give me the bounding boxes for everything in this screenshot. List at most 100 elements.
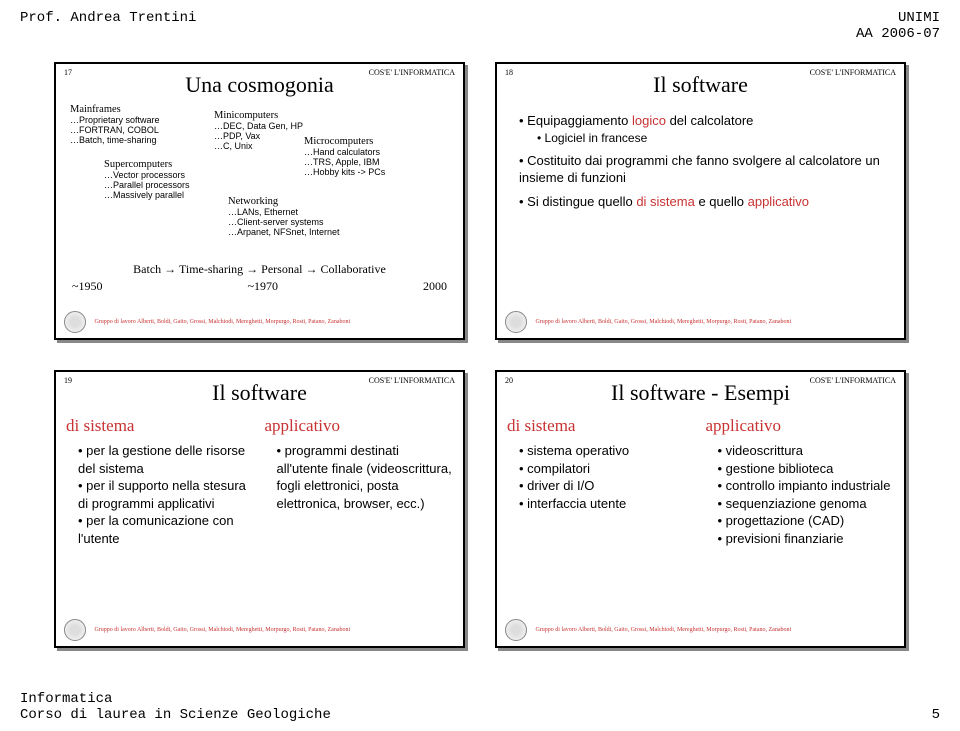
list-item: …Hand calculators <box>304 147 385 157</box>
list-item: …Massively parallel <box>104 190 190 200</box>
list-item: driver di I/O <box>519 477 696 495</box>
header-prof: Prof. Andrea Trentini <box>20 10 196 26</box>
list-item: …Batch, time-sharing <box>70 135 160 145</box>
list-item: videoscrittura <box>718 442 895 460</box>
list-item: Si distingue quello di sistema e quello … <box>519 193 894 211</box>
list-item: previsioni finanziarie <box>718 530 895 548</box>
text: Equipaggiamento <box>527 113 632 128</box>
credits: Gruppo di lavoro Alberti, Boldi, Gaito, … <box>94 627 350 633</box>
list-item: sequenziazione genoma <box>718 495 895 513</box>
list-item: …Arpanet, NFSnet, Internet <box>228 227 340 237</box>
header-year: AA 2006-07 <box>856 26 940 42</box>
slide-20: 20 COS'E' L'INFORMATICA Il software - Es… <box>495 370 906 648</box>
slide-number: 19 <box>64 376 72 385</box>
page-footer: Informatica Corso di laurea in Scienze G… <box>20 691 940 723</box>
list-item: programmi destinati all'utente finale (v… <box>277 442 454 512</box>
column-left: di sistema per la gestione delle risorse… <box>66 416 255 547</box>
list-item: per il supporto nella stesura di program… <box>78 477 255 512</box>
list-item: …Vector processors <box>104 170 190 180</box>
year-end: 2000 <box>423 279 447 294</box>
group-minicomputers: Minicomputers …DEC, Data Gen, HP …PDP, V… <box>214 110 303 151</box>
slide-footer: Gruppo di lavoro Alberti, Boldi, Gaito, … <box>505 619 896 641</box>
cosmogonia-diagram: Mainframes …Proprietary software …FORTRA… <box>66 104 453 314</box>
group-title: Networking <box>228 196 340 207</box>
list-item: Costituito dai programmi che fanno svolg… <box>519 152 894 187</box>
group-microcomputers: Microcomputers …Hand calculators …TRS, A… <box>304 136 385 177</box>
group-mainframes: Mainframes …Proprietary software …FORTRA… <box>70 104 160 145</box>
column-heading: di sistema <box>507 416 696 436</box>
slide-tag: COS'E' L'INFORMATICA <box>369 376 455 385</box>
list-item: …Parallel processors <box>104 180 190 190</box>
two-column: di sistema per la gestione delle risorse… <box>66 416 453 547</box>
slide-footer: Gruppo di lavoro Alberti, Boldi, Gaito, … <box>64 619 455 641</box>
text: e quello <box>695 194 748 209</box>
list-item: …Hobby kits -> PCs <box>304 167 385 177</box>
text: del calcolatore <box>666 113 753 128</box>
list-item: progettazione (CAD) <box>718 512 895 530</box>
year-mid: ~1970 <box>248 279 279 294</box>
slide-tag: COS'E' L'INFORMATICA <box>810 68 896 77</box>
column-right: applicativo programmi destinati all'uten… <box>265 416 454 547</box>
list-item: …Client-server systems <box>228 217 340 227</box>
slide-tag: COS'E' L'INFORMATICA <box>369 68 455 77</box>
list-item: Logiciel in francese <box>537 130 894 146</box>
two-column: di sistema sistema operativo compilatori… <box>507 416 894 547</box>
list-item: …FORTRAN, COBOL <box>70 125 160 135</box>
text-highlight: logico <box>632 113 666 128</box>
footer-degree: Corso di laurea in Scienze Geologiche <box>20 707 331 723</box>
text: Si distingue quello <box>527 194 636 209</box>
evolution-line: Batch → Time-sharing → Personal → Collab… <box>72 262 447 277</box>
list-item: Equipaggiamento logico del calcolatore <box>519 112 894 130</box>
group-networking: Networking …LANs, Ethernet …Client-serve… <box>228 196 340 237</box>
column-heading: applicativo <box>706 416 895 436</box>
page-number: 5 <box>932 707 940 723</box>
credits: Gruppo di lavoro Alberti, Boldi, Gaito, … <box>535 627 791 633</box>
slide-number: 17 <box>64 68 72 77</box>
slide-18: 18 COS'E' L'INFORMATICA Il software Equi… <box>495 62 906 340</box>
footer-course: Informatica <box>20 691 940 707</box>
bullet-list: sistema operativo compilatori driver di … <box>507 442 696 512</box>
timeline: Batch → Time-sharing → Personal → Collab… <box>72 262 447 294</box>
header-right: UNIMI AA 2006-07 <box>856 10 940 42</box>
list-item: …DEC, Data Gen, HP <box>214 121 303 131</box>
group-supercomputers: Supercomputers …Vector processors …Paral… <box>104 159 190 200</box>
column-heading: di sistema <box>66 416 255 436</box>
list-item: compilatori <box>519 460 696 478</box>
column-heading: applicativo <box>265 416 454 436</box>
slide-19: 19 COS'E' L'INFORMATICA Il software di s… <box>54 370 465 648</box>
year-start: ~1950 <box>72 279 103 294</box>
list-item: interfaccia utente <box>519 495 696 513</box>
text-highlight: applicativo <box>748 194 809 209</box>
slide-17: 17 COS'E' L'INFORMATICA Una cosmogonia M… <box>54 62 465 340</box>
group-title: Minicomputers <box>214 110 303 121</box>
credits: Gruppo di lavoro Alberti, Boldi, Gaito, … <box>535 319 791 325</box>
column-right: applicativo videoscrittura gestione bibl… <box>706 416 895 547</box>
logo-icon <box>64 619 86 641</box>
credits: Gruppo di lavoro Alberti, Boldi, Gaito, … <box>94 319 350 325</box>
list-item: …PDP, Vax <box>214 131 303 141</box>
list-item: …TRS, Apple, IBM <box>304 157 385 167</box>
group-title: Microcomputers <box>304 136 385 147</box>
column-left: di sistema sistema operativo compilatori… <box>507 416 696 547</box>
text-highlight: di sistema <box>636 194 695 209</box>
list-item: …Proprietary software <box>70 115 160 125</box>
logo-icon <box>505 619 527 641</box>
slides-grid: 17 COS'E' L'INFORMATICA Una cosmogonia M… <box>54 62 906 648</box>
logo-icon <box>505 311 527 333</box>
list-item: controllo impianto industriale <box>718 477 895 495</box>
slide-footer: Gruppo di lavoro Alberti, Boldi, Gaito, … <box>505 311 896 333</box>
list-item: sistema operativo <box>519 442 696 460</box>
list-item: …C, Unix <box>214 141 303 151</box>
bullet-list: videoscrittura gestione biblioteca contr… <box>706 442 895 547</box>
list-item: …LANs, Ethernet <box>228 207 340 217</box>
list-item: per la gestione delle risorse del sistem… <box>78 442 255 477</box>
bullet-list: programmi destinati all'utente finale (v… <box>265 442 454 512</box>
bullet-list: Equipaggiamento logico del calcolatore L… <box>507 112 894 210</box>
slide-footer: Gruppo di lavoro Alberti, Boldi, Gaito, … <box>64 311 455 333</box>
slide-number: 20 <box>505 376 513 385</box>
group-title: Supercomputers <box>104 159 190 170</box>
list-item: gestione biblioteca <box>718 460 895 478</box>
slide-number: 18 <box>505 68 513 77</box>
group-title: Mainframes <box>70 104 160 115</box>
bullet-list: per la gestione delle risorse del sistem… <box>66 442 255 547</box>
